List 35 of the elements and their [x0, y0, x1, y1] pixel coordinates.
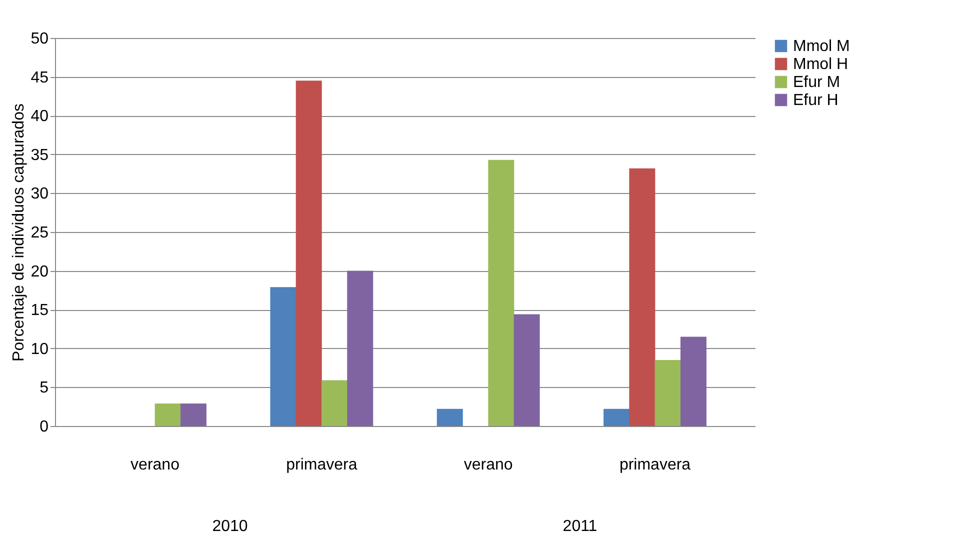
text: 2010	[212, 518, 248, 535]
bar	[654, 360, 681, 426]
bar	[296, 80, 322, 426]
y-tick-label: 20	[30, 263, 49, 280]
y-tick-label: 0	[40, 418, 49, 436]
bar	[180, 403, 206, 426]
legend-label: Efur H	[793, 92, 838, 109]
bar	[488, 160, 514, 426]
bar	[680, 336, 706, 426]
y-tick-label: 15	[30, 302, 49, 320]
y-tick-label: 5	[40, 380, 49, 397]
bar	[604, 408, 630, 426]
y-tick-label: 50	[30, 30, 49, 48]
bar	[436, 408, 463, 426]
bar	[154, 403, 181, 426]
y-tick-label: 40	[30, 108, 49, 126]
text: 2011	[562, 518, 598, 535]
bar	[629, 168, 656, 426]
y-tick-label: 10	[30, 340, 49, 358]
y-tick-label: 30	[30, 186, 49, 203]
x-tick-label: verano	[130, 456, 180, 474]
x-tick-label: primavera	[286, 456, 358, 474]
y-tick-label: 45	[30, 69, 49, 86]
legend-label: Efur M	[793, 74, 840, 91]
y-tick-label: 25	[30, 224, 49, 242]
y-tick-label: 35	[30, 146, 49, 164]
x-tick-label: primavera	[619, 456, 691, 474]
bar	[270, 287, 296, 426]
y-axis-title: Porcentaje de individuos capturados	[10, 104, 28, 362]
bar	[321, 380, 348, 426]
bar	[347, 270, 374, 426]
legend-label: Mmol H	[793, 56, 848, 73]
x-tick-label: verano	[464, 456, 513, 474]
legend-label: Mmol M	[793, 38, 850, 55]
bar	[514, 314, 540, 426]
